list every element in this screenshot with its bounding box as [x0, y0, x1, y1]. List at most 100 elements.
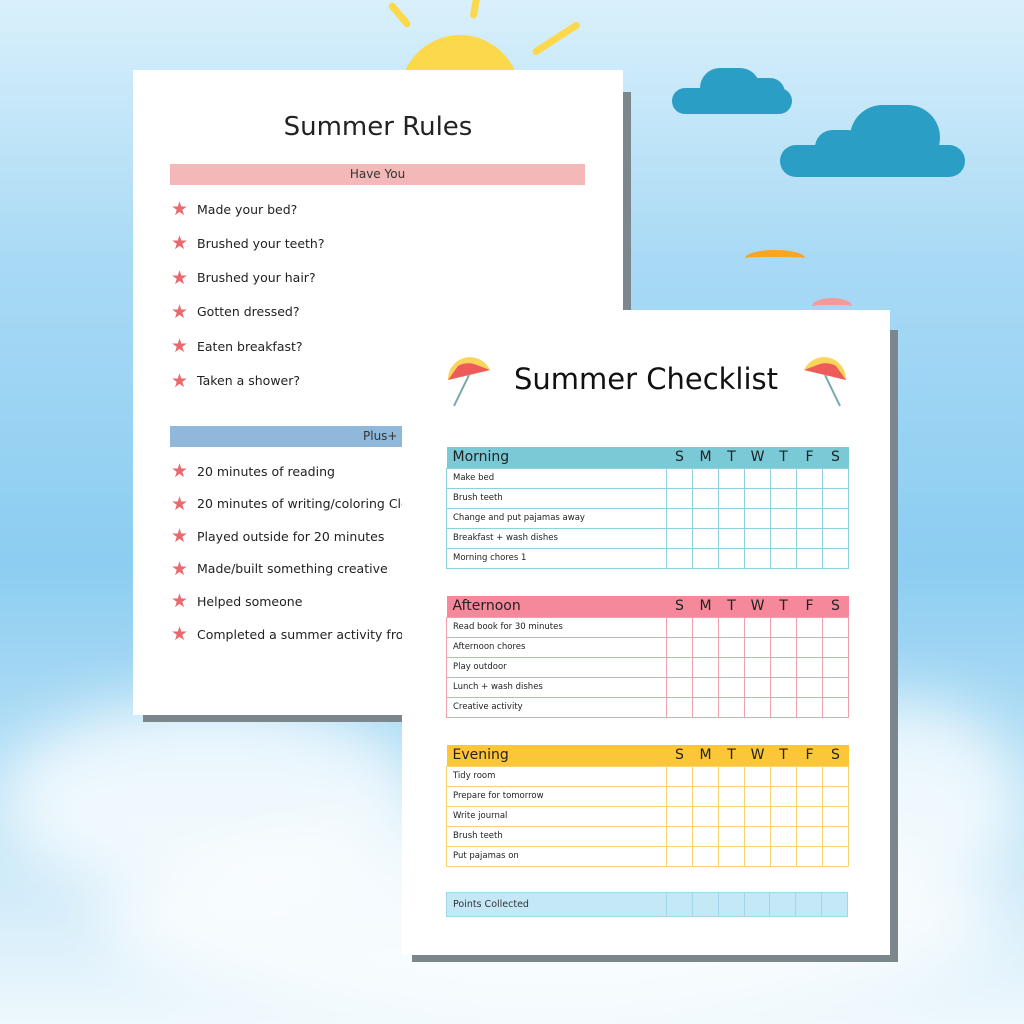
check-cell[interactable]: [770, 636, 797, 658]
check-cell[interactable]: [718, 467, 745, 489]
check-cell[interactable]: [796, 785, 823, 807]
check-cell[interactable]: [718, 527, 745, 549]
check-cell[interactable]: [718, 656, 745, 678]
check-cell[interactable]: [744, 547, 771, 569]
check-cell[interactable]: [796, 765, 823, 787]
check-cell[interactable]: [692, 845, 719, 867]
check-cell[interactable]: [718, 696, 745, 718]
check-cell[interactable]: [822, 785, 849, 807]
check-cell[interactable]: [666, 825, 693, 847]
check-cell[interactable]: [744, 636, 771, 658]
check-cell[interactable]: [692, 696, 719, 718]
check-cell[interactable]: [692, 616, 719, 638]
check-cell[interactable]: [692, 487, 719, 509]
check-cell[interactable]: [796, 616, 823, 638]
check-cell[interactable]: [744, 805, 771, 827]
check-cell[interactable]: [770, 825, 797, 847]
check-cell[interactable]: [692, 527, 719, 549]
check-cell[interactable]: [770, 527, 797, 549]
check-cell[interactable]: [666, 636, 693, 658]
check-cell[interactable]: [770, 676, 797, 698]
check-cell[interactable]: [744, 656, 771, 678]
check-cell[interactable]: [718, 636, 745, 658]
check-cell[interactable]: [744, 825, 771, 847]
check-cell[interactable]: [822, 765, 849, 787]
check-cell[interactable]: [822, 636, 849, 658]
check-cell[interactable]: [692, 507, 719, 529]
check-cell[interactable]: [666, 785, 693, 807]
check-cell[interactable]: [770, 785, 797, 807]
check-cell[interactable]: [718, 507, 745, 529]
check-cell[interactable]: [666, 547, 693, 569]
check-cell[interactable]: [692, 467, 719, 489]
check-cell[interactable]: [744, 845, 771, 867]
check-cell[interactable]: [770, 507, 797, 529]
check-cell[interactable]: [796, 527, 823, 549]
check-cell[interactable]: [692, 765, 719, 787]
check-cell[interactable]: [822, 825, 849, 847]
check-cell[interactable]: [744, 467, 771, 489]
check-cell[interactable]: [822, 845, 849, 867]
check-cell[interactable]: [744, 507, 771, 529]
check-cell[interactable]: [692, 656, 719, 678]
check-cell[interactable]: [822, 527, 849, 549]
check-cell[interactable]: [796, 487, 823, 509]
check-cell[interactable]: [666, 616, 693, 638]
check-cell[interactable]: [770, 805, 797, 827]
check-cell[interactable]: [822, 676, 849, 698]
check-cell[interactable]: [718, 825, 745, 847]
check-cell[interactable]: [666, 656, 693, 678]
check-cell[interactable]: [666, 487, 693, 509]
check-cell[interactable]: [770, 467, 797, 489]
check-cell[interactable]: [692, 785, 719, 807]
check-cell[interactable]: [718, 805, 745, 827]
check-cell[interactable]: [666, 467, 693, 489]
check-cell[interactable]: [718, 547, 745, 569]
check-cell[interactable]: [822, 696, 849, 718]
check-cell[interactable]: [796, 676, 823, 698]
check-cell[interactable]: [796, 467, 823, 489]
check-cell[interactable]: [796, 547, 823, 569]
check-cell[interactable]: [770, 765, 797, 787]
check-cell[interactable]: [822, 805, 849, 827]
check-cell[interactable]: [796, 507, 823, 529]
check-cell[interactable]: [692, 676, 719, 698]
check-cell[interactable]: [718, 487, 745, 509]
check-cell[interactable]: [770, 845, 797, 867]
check-cell[interactable]: [796, 636, 823, 658]
check-cell[interactable]: [822, 487, 849, 509]
check-cell[interactable]: [744, 676, 771, 698]
check-cell[interactable]: [770, 487, 797, 509]
check-cell[interactable]: [822, 616, 849, 638]
check-cell[interactable]: [718, 765, 745, 787]
check-cell[interactable]: [770, 696, 797, 718]
check-cell[interactable]: [692, 547, 719, 569]
check-cell[interactable]: [666, 696, 693, 718]
check-cell[interactable]: [692, 636, 719, 658]
check-cell[interactable]: [744, 487, 771, 509]
check-cell[interactable]: [666, 507, 693, 529]
check-cell[interactable]: [744, 765, 771, 787]
check-cell[interactable]: [666, 805, 693, 827]
check-cell[interactable]: [822, 656, 849, 678]
check-cell[interactable]: [718, 676, 745, 698]
check-cell[interactable]: [744, 616, 771, 638]
check-cell[interactable]: [770, 656, 797, 678]
check-cell[interactable]: [692, 805, 719, 827]
check-cell[interactable]: [822, 507, 849, 529]
check-cell[interactable]: [744, 785, 771, 807]
check-cell[interactable]: [666, 676, 693, 698]
check-cell[interactable]: [770, 547, 797, 569]
check-cell[interactable]: [770, 616, 797, 638]
check-cell[interactable]: [744, 696, 771, 718]
check-cell[interactable]: [796, 845, 823, 867]
check-cell[interactable]: [718, 845, 745, 867]
check-cell[interactable]: [744, 527, 771, 549]
check-cell[interactable]: [666, 845, 693, 867]
check-cell[interactable]: [666, 765, 693, 787]
check-cell[interactable]: [796, 656, 823, 678]
check-cell[interactable]: [796, 805, 823, 827]
check-cell[interactable]: [718, 785, 745, 807]
check-cell[interactable]: [822, 547, 849, 569]
check-cell[interactable]: [796, 825, 823, 847]
